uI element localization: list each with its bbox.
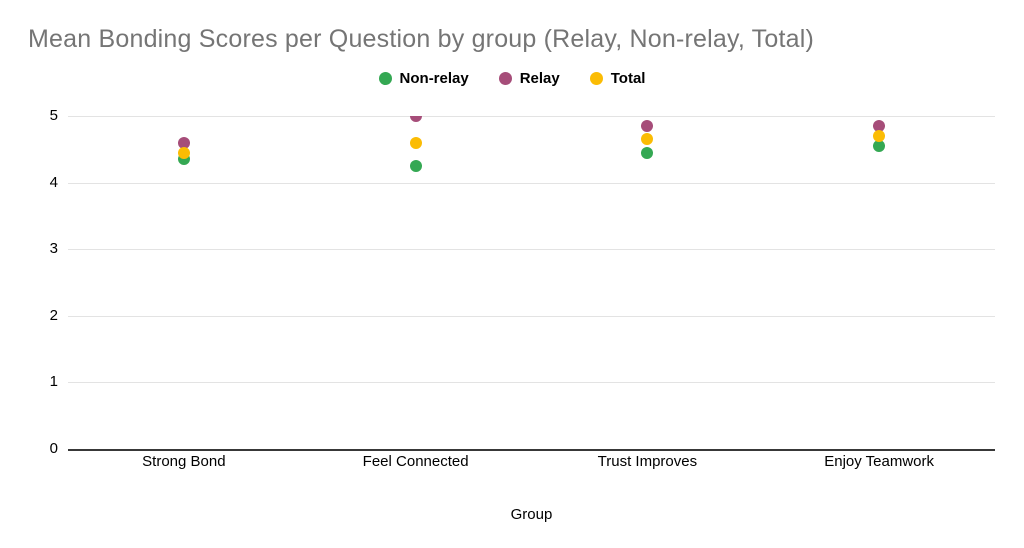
legend-swatch-icon bbox=[378, 72, 392, 85]
legend-item: Non-relay bbox=[378, 70, 469, 87]
chart-legend: Non-relay Relay Total bbox=[0, 70, 1024, 87]
data-point bbox=[641, 119, 654, 132]
y-tick-label: 0 bbox=[49, 440, 58, 457]
data-point bbox=[409, 116, 422, 122]
gridline bbox=[68, 249, 995, 250]
plot-area bbox=[68, 116, 995, 449]
x-category-label: Enjoy Teamwork bbox=[824, 453, 935, 470]
legend-swatch-icon bbox=[498, 72, 512, 85]
data-point bbox=[873, 119, 886, 132]
legend-label: Relay bbox=[519, 70, 560, 87]
x-category-label: Feel Connected bbox=[362, 453, 469, 470]
data-point bbox=[641, 146, 654, 159]
chart-title: Mean Bonding Scores per Question by grou… bbox=[28, 25, 815, 53]
data-point bbox=[409, 159, 422, 172]
data-point bbox=[177, 146, 190, 159]
x-category-label: Trust Improves bbox=[597, 453, 698, 470]
y-tick-label: 3 bbox=[49, 240, 58, 257]
y-tick-label: 1 bbox=[49, 373, 58, 390]
legend-item: Total bbox=[589, 70, 646, 87]
y-tick-label: 5 bbox=[49, 107, 58, 124]
x-category-label: Strong Bond bbox=[142, 453, 226, 470]
x-axis-title: Group bbox=[510, 506, 553, 523]
gridline bbox=[68, 316, 995, 317]
data-point bbox=[641, 133, 654, 146]
legend-label: Total bbox=[610, 70, 646, 87]
y-tick-label: 2 bbox=[49, 307, 58, 324]
legend-swatch-icon bbox=[589, 72, 603, 85]
gridline bbox=[68, 382, 995, 383]
legend-label: Non-relay bbox=[399, 70, 469, 87]
y-tick-label: 4 bbox=[49, 174, 58, 191]
legend-item: Relay bbox=[498, 70, 560, 87]
gridline bbox=[68, 183, 995, 184]
x-axis-line bbox=[68, 449, 995, 451]
data-point bbox=[409, 136, 422, 149]
data-point bbox=[873, 129, 886, 142]
data-point bbox=[873, 139, 886, 152]
gridline bbox=[68, 116, 995, 117]
data-point bbox=[177, 136, 190, 149]
